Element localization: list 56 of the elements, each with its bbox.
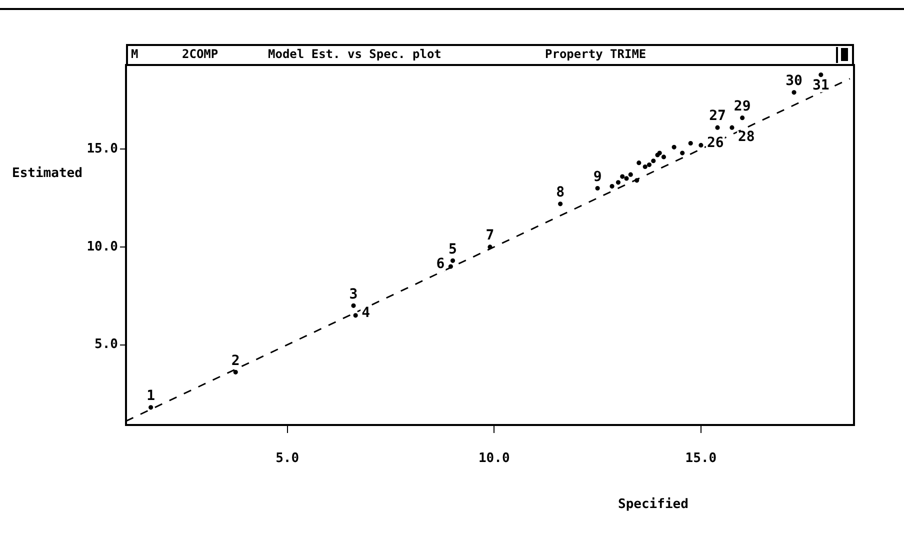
chart-subtitle: Model Est. vs Spec. plot <box>268 47 442 61</box>
point <box>688 140 693 146</box>
x-tick-label: 5.0 <box>276 451 300 466</box>
annotation: 9 <box>593 168 602 185</box>
annotation: 30 <box>786 73 802 90</box>
annotation: 5 <box>448 241 457 258</box>
annotation: 29 <box>734 98 751 114</box>
point <box>661 154 666 160</box>
y-tick-label: 5.0 <box>94 337 118 352</box>
point <box>353 313 358 318</box>
point <box>636 160 642 166</box>
y-tick-label: 10.0 <box>86 239 118 254</box>
point <box>233 370 238 374</box>
point <box>610 184 614 189</box>
point <box>620 174 625 179</box>
point <box>148 405 154 410</box>
x-tick-label: 10.0 <box>478 451 510 466</box>
point <box>558 202 563 206</box>
annotation: 8 <box>556 184 565 201</box>
annotation: 26 <box>706 134 724 151</box>
point <box>642 164 648 170</box>
annotation: 31 <box>812 77 830 94</box>
point <box>448 264 454 269</box>
point <box>792 90 796 95</box>
annotation: 4 <box>362 305 370 322</box>
point <box>616 180 621 185</box>
annotation: 28 <box>738 129 755 146</box>
point <box>715 125 720 130</box>
x-tick-label: 15.0 <box>685 451 717 466</box>
x-axis-title: Specified <box>618 497 688 512</box>
y-tick-label: 15.0 <box>86 142 118 157</box>
annotation: 6 <box>436 256 445 272</box>
point <box>651 158 656 164</box>
text: M <box>131 47 138 61</box>
chart-title: 2COMP <box>182 47 218 61</box>
y-axis-title: Estimated <box>12 166 82 181</box>
annotation: 7 <box>486 228 494 244</box>
point <box>450 258 456 263</box>
point <box>740 116 745 120</box>
point <box>680 150 685 156</box>
point <box>488 244 492 250</box>
point <box>628 172 633 177</box>
point <box>634 178 640 183</box>
text: Property TRIME <box>545 47 646 61</box>
point <box>730 125 734 130</box>
point <box>646 162 652 168</box>
point <box>624 176 629 181</box>
point <box>595 186 600 191</box>
annotation: 1 <box>146 388 156 404</box>
annotation: 2 <box>231 352 240 369</box>
annotation: 27 <box>709 108 726 124</box>
point <box>698 142 704 148</box>
point <box>351 303 356 308</box>
point <box>818 72 824 78</box>
point <box>672 144 676 150</box>
annotation: 3 <box>349 286 358 302</box>
